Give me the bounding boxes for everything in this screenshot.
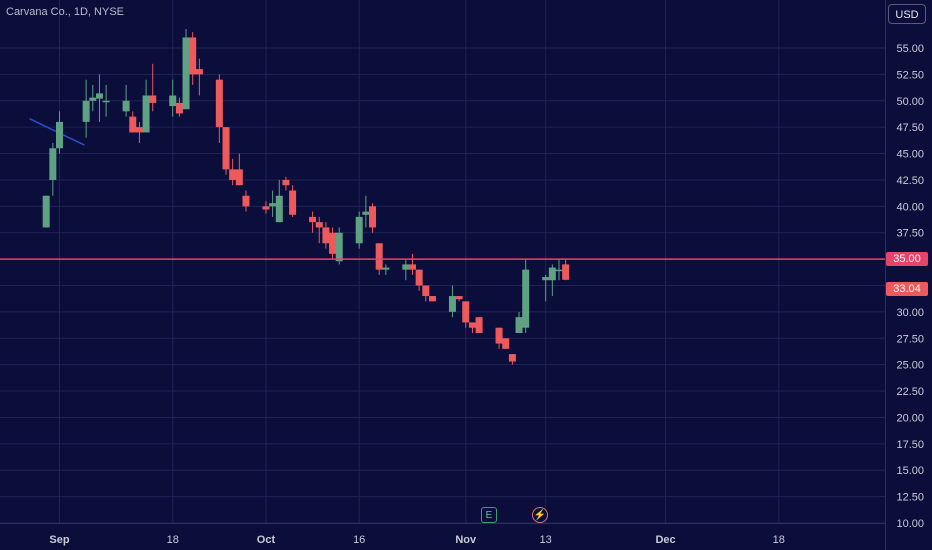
candle-down [195, 69, 203, 75]
candle-up [355, 216, 363, 244]
x-tick-label: 16 [353, 534, 365, 546]
candle-down [428, 296, 436, 302]
candle-up [555, 269, 563, 272]
candle-up [362, 211, 370, 215]
candle-down [475, 317, 483, 333]
currency-button[interactable]: USD [888, 4, 926, 24]
y-tick-label: 50.00 [896, 96, 924, 108]
candle-up [89, 97, 97, 101]
y-tick-label: 25.00 [896, 360, 924, 372]
x-tick-label: 13 [540, 534, 552, 546]
candle-up [515, 317, 523, 333]
candle-up [382, 267, 390, 270]
candle-down [222, 127, 230, 170]
candle-up [56, 121, 63, 149]
horizontal-line-price-label: 35.00 [886, 252, 928, 267]
candle-down [242, 195, 250, 207]
candle-down [322, 227, 330, 244]
candle-up [542, 277, 550, 281]
candle-down [282, 179, 290, 186]
x-tick-label: Dec [655, 534, 675, 546]
y-tick-label: 47.50 [896, 122, 924, 134]
candle-down [455, 296, 463, 300]
candle-up [102, 100, 110, 103]
y-tick-label: 52.50 [896, 69, 924, 81]
y-tick-label: 15.00 [896, 465, 924, 477]
candle-down [229, 169, 237, 180]
y-tick-label: 55.00 [896, 43, 924, 55]
candle-down [262, 206, 270, 210]
y-tick-label: 10.00 [896, 518, 924, 530]
x-tick-label: Oct [257, 534, 276, 546]
candle-down [189, 37, 197, 75]
candle-up [335, 232, 343, 262]
y-tick-label: 40.00 [896, 201, 924, 213]
candle-down [369, 206, 377, 228]
x-tick-label: 18 [773, 534, 785, 546]
y-tick-label: 27.50 [896, 333, 924, 345]
candle-up [142, 95, 150, 133]
candle-down [329, 232, 337, 254]
x-tick-label: 18 [167, 534, 179, 546]
x-tick-label: Sep [49, 534, 69, 546]
candle-down [502, 338, 510, 349]
y-tick-label: 30.00 [896, 307, 924, 319]
candle-down [508, 354, 516, 362]
candle-up [548, 267, 556, 281]
y-tick-label: 17.50 [896, 439, 924, 451]
y-tick-label: 37.50 [896, 228, 924, 240]
candle-down [175, 102, 183, 114]
candle-up [275, 195, 283, 223]
y-tick-label: 20.00 [896, 412, 924, 424]
y-tick-label: 12.50 [896, 492, 924, 504]
candle-down [462, 301, 470, 323]
candle-down [309, 216, 317, 223]
candle-down [562, 264, 570, 280]
candle-down [289, 190, 297, 215]
dividend-marker-icon[interactable]: ⚡ [532, 507, 548, 523]
y-tick-label: 42.50 [896, 175, 924, 187]
candle-down [375, 243, 383, 270]
candle-up [402, 264, 410, 270]
candle-up [49, 148, 57, 180]
candle-up [448, 296, 456, 312]
candle-down [468, 322, 476, 328]
y-tick-label: 45.00 [896, 149, 924, 161]
candle-up [182, 37, 190, 110]
candle-up [122, 100, 130, 112]
last-price-label: 33.04 [886, 281, 928, 296]
candle-down [315, 222, 323, 228]
candle-down [215, 79, 223, 128]
candle-up [95, 93, 103, 99]
candle-down [495, 327, 503, 344]
candle-up [42, 195, 50, 228]
candle-up [169, 95, 177, 107]
chart-title: Carvana Co., 1D, NYSE [6, 6, 124, 18]
y-tick-label: 22.50 [896, 386, 924, 398]
candle-up [269, 203, 277, 207]
candle-down [235, 169, 243, 186]
candle-down [149, 95, 157, 103]
x-tick-label: Nov [455, 534, 477, 546]
candle-down [422, 285, 430, 297]
candle-up [82, 100, 90, 122]
earnings-marker-icon[interactable]: E [481, 507, 497, 523]
candle-down [135, 127, 143, 133]
candle-up [522, 269, 530, 328]
candle-down [129, 116, 137, 133]
candle-down [415, 269, 423, 286]
candle-down [408, 264, 416, 270]
